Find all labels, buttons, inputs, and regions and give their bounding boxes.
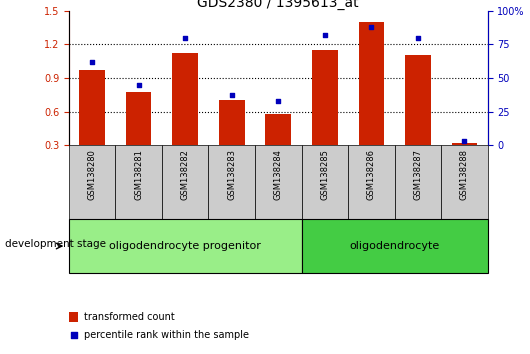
Point [227, 92, 236, 98]
Bar [162, 145, 208, 219]
Point [69, 332, 78, 337]
Bar [80, 70, 105, 145]
Text: development stage: development stage [5, 239, 107, 249]
Text: transformed count: transformed count [84, 312, 174, 322]
Point [413, 35, 422, 40]
Text: GSM138282: GSM138282 [181, 149, 190, 200]
Text: oligodendrocyte progenitor: oligodendrocyte progenitor [109, 241, 261, 251]
Point [460, 138, 469, 144]
Bar [69, 312, 78, 322]
Bar [255, 145, 302, 219]
Bar [452, 143, 477, 145]
Bar [116, 145, 162, 219]
Title: GDS2380 / 1395613_at: GDS2380 / 1395613_at [198, 0, 359, 10]
Text: oligodendrocyte: oligodendrocyte [349, 241, 440, 251]
Point [135, 82, 143, 87]
Point [321, 32, 329, 38]
Text: GSM138280: GSM138280 [87, 149, 96, 200]
Text: GSM138284: GSM138284 [274, 149, 282, 200]
Bar [69, 219, 302, 273]
Bar [126, 92, 152, 145]
Point [88, 59, 96, 64]
Text: GSM138288: GSM138288 [460, 149, 469, 200]
Text: GSM138287: GSM138287 [413, 149, 422, 200]
Text: GSM138281: GSM138281 [134, 149, 143, 200]
Bar [69, 145, 116, 219]
Bar [302, 219, 488, 273]
Bar [266, 114, 291, 145]
Point [274, 98, 282, 104]
Bar [302, 145, 348, 219]
Text: GSM138285: GSM138285 [320, 149, 329, 200]
Bar [405, 56, 430, 145]
Bar [441, 145, 488, 219]
Text: GSM138283: GSM138283 [227, 149, 236, 200]
Bar [358, 22, 384, 145]
Bar [348, 145, 394, 219]
Bar [219, 100, 244, 145]
Text: GSM138286: GSM138286 [367, 149, 376, 200]
Bar [312, 50, 338, 145]
Bar [208, 145, 255, 219]
Point [181, 35, 189, 40]
Text: percentile rank within the sample: percentile rank within the sample [84, 330, 249, 339]
Point [367, 24, 376, 30]
Bar [394, 145, 441, 219]
Bar [172, 53, 198, 145]
